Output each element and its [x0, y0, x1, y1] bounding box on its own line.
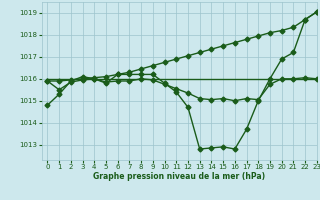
X-axis label: Graphe pression niveau de la mer (hPa): Graphe pression niveau de la mer (hPa) [93, 172, 265, 181]
